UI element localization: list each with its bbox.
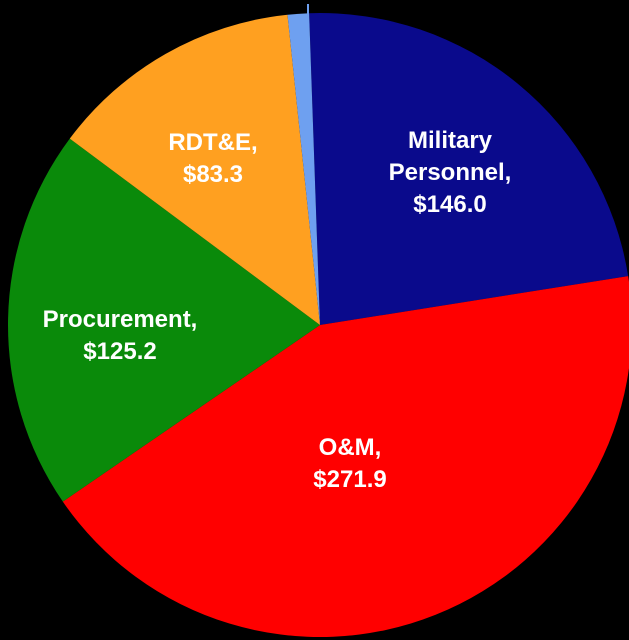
- pie-slice-rdt-e: [69, 14, 320, 326]
- slice-label-line: Military: [408, 127, 493, 154]
- slice-label-line: $271.9: [313, 466, 386, 493]
- slice-label-line: RDT&E,: [168, 129, 257, 156]
- slice-label-line: Procurement,: [43, 306, 198, 333]
- slice-label-line: Personnel,: [389, 159, 512, 186]
- pie-slice-military-personnel: [309, 12, 629, 325]
- slice-label-line: O&M,: [319, 434, 382, 461]
- pie-slice-o-m: [62, 276, 629, 637]
- slice-label: O&M, $271.9: [313, 434, 386, 493]
- pie-slice-procurement: [7, 138, 320, 502]
- pie-slice-other: [287, 13, 320, 325]
- slice-label: RDT&E, $83.3: [168, 129, 257, 188]
- pie-slices: [7, 12, 629, 637]
- slice-label: Procurement, $125.2: [43, 306, 198, 365]
- pie-labels: Military Personnel, $146.0 O&M, $271.9 Procur…: [43, 127, 512, 493]
- slice-label-line: $83.3: [183, 161, 243, 188]
- slice-label-line: $146.0: [413, 191, 486, 218]
- slice-label: Military Personnel, $146.0: [389, 127, 512, 218]
- slice-label-line: $125.2: [83, 338, 156, 365]
